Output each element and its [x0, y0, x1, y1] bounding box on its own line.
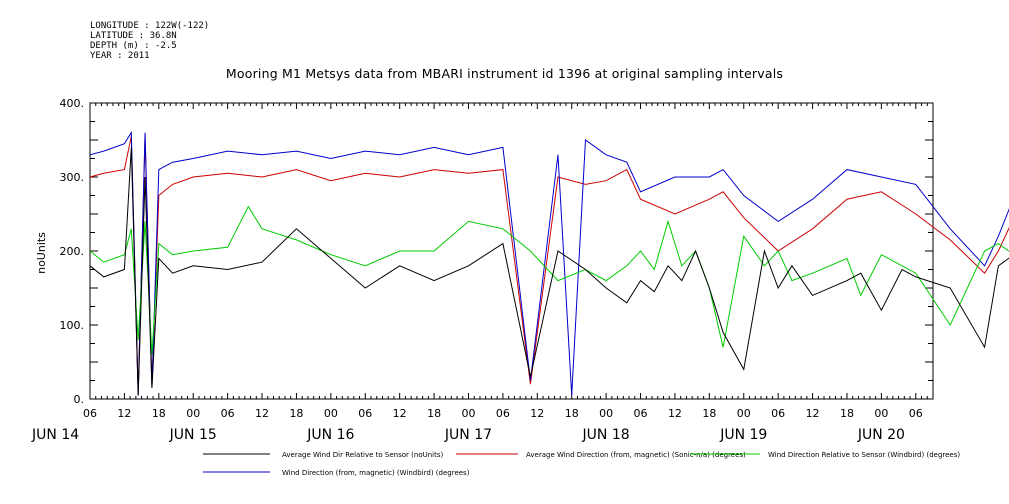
x-tick-label: 00	[874, 407, 888, 420]
series-line	[89, 130, 1009, 396]
legend-label: Wind Direction Relative to Sensor (Windb…	[768, 451, 960, 459]
legend-label: Average Wind Dir Relative to Sensor (noU…	[282, 451, 443, 459]
x-tick-label: 12	[393, 407, 407, 420]
x-tick-label: 18	[427, 407, 441, 420]
x-tick-label: 00	[324, 407, 338, 420]
x-tick-label: 06	[358, 407, 372, 420]
metadata-block: LONGITUDE : 122W(-122) LATITUDE : 36.8N …	[90, 21, 209, 61]
x-tick-label: 00	[186, 407, 200, 420]
day-label: JUN 16	[306, 427, 354, 443]
x-tick-label: 12	[117, 407, 131, 420]
plot-frame	[89, 102, 934, 400]
x-tick-label: 00	[599, 407, 613, 420]
plot-border	[89, 102, 934, 400]
series-line	[89, 136, 1009, 392]
series-layer	[89, 130, 1009, 396]
depth-text: DEPTH (m) : -2.5	[90, 41, 177, 51]
day-label: JUN 17	[444, 427, 492, 443]
chart-title: Mooring M1 Metsys data from MBARI instru…	[225, 66, 784, 81]
x-tick-label: 12	[806, 407, 820, 420]
legend-label: Average Wind Direction (from, magnetic) …	[526, 451, 746, 459]
series-line	[89, 147, 1009, 396]
y-tick-label: 100.	[60, 319, 85, 332]
latitude-text: LATITUDE : 36.8N	[90, 31, 177, 41]
year-text: YEAR : 2011	[90, 51, 150, 61]
series-line	[89, 205, 1009, 355]
day-label: JUN 14	[31, 427, 79, 443]
x-tick-label: 06	[496, 407, 510, 420]
y-axis: 0. 100. 200. 300. 400.	[60, 97, 933, 406]
day-label: JUN 18	[582, 427, 630, 443]
y-tick-label: 0.	[74, 393, 85, 406]
y-tick-label: 200.	[60, 245, 85, 258]
x-tick-label: 18	[152, 407, 166, 420]
y-axis-label: noUnits	[35, 232, 48, 274]
x-axis: 06 12 18 00 06 12 18 00 06 12 18 00 06 12 18 00 06 12 18 00…	[31, 103, 934, 443]
x-tick-label: 00	[737, 407, 751, 420]
x-tick-label: 06	[83, 407, 97, 420]
day-label: JUN 19	[719, 427, 767, 443]
legend: Average Wind Dir Relative to Sensor (noU…	[203, 451, 960, 477]
y-tick-label: 400.	[60, 97, 85, 110]
x-tick-label: 00	[461, 407, 475, 420]
x-tick-label: 12	[668, 407, 682, 420]
x-tick-label: 18	[702, 407, 716, 420]
x-tick-label: 18	[289, 407, 303, 420]
y-tick-label: 300.	[60, 171, 85, 184]
x-tick-label: 06	[909, 407, 923, 420]
x-tick-label: 18	[840, 407, 854, 420]
x-tick-label: 06	[221, 407, 235, 420]
day-label: JUN 15	[169, 427, 217, 443]
x-tick-label: 06	[771, 407, 785, 420]
legend-label: Wind Direction (from, magnetic) (Windbir…	[282, 469, 470, 477]
x-tick-label: 06	[634, 407, 648, 420]
x-tick-label: 18	[565, 407, 579, 420]
x-tick-label: 12	[255, 407, 269, 420]
longitude-text: LONGITUDE : 122W(-122)	[90, 21, 210, 31]
x-tick-label: 12	[530, 407, 544, 420]
day-label: JUN 20	[857, 427, 905, 443]
